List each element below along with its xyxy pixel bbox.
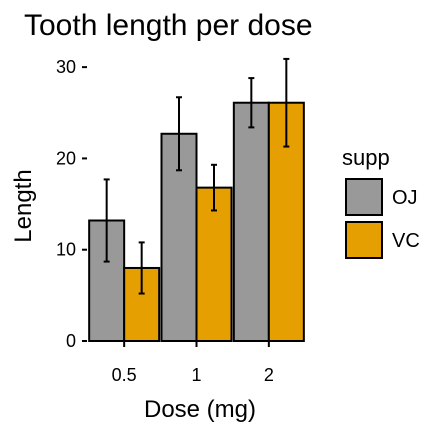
legend-key-vc [345,221,383,259]
y-tick-label: 10 [56,240,76,260]
x-tick-label: 0.5 [112,365,137,385]
y-tick-label: 0 [66,331,76,351]
legend-title: supp [342,145,390,170]
x-tick-label: 1 [191,365,201,385]
chart-title: Tooth length per dose [24,9,313,42]
y-tick-label: 20 [56,148,76,168]
bar-vc-1 [195,186,233,342]
legend-label-oj: OJ [392,187,418,209]
bar-oj-2 [232,101,270,343]
x-axis-title: Dose (mg) [144,396,256,423]
legend: supp OJ VC [342,145,420,259]
y-axis-title: Length [10,169,37,242]
legend-label-vc: VC [392,230,420,252]
plot-area: 0 10 20 30 0.5 1 2 [56,57,305,385]
legend-key-oj [345,178,383,216]
y-tick-label: 30 [56,57,76,77]
x-tick-label: 2 [264,365,274,385]
